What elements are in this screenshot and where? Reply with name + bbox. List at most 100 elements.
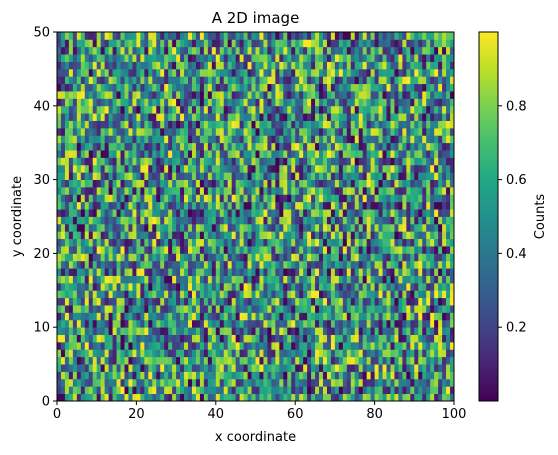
heatmap-cell <box>184 201 189 210</box>
heatmap-cell <box>307 260 312 269</box>
heatmap-cell <box>172 105 177 114</box>
heatmap-cell <box>398 157 403 166</box>
heatmap-cell <box>132 231 137 240</box>
heatmap-cell <box>231 61 237 70</box>
heatmap-cell <box>136 39 141 48</box>
heatmap-cell <box>68 356 74 365</box>
heatmap-cell <box>160 54 165 62</box>
heatmap-cell <box>219 238 225 247</box>
heatmap-cell <box>136 386 141 395</box>
heatmap-cell <box>299 238 304 247</box>
heatmap-cell <box>168 142 173 151</box>
heatmap-cell <box>378 91 383 99</box>
heatmap-cell <box>60 268 66 276</box>
heatmap-cell <box>219 164 225 173</box>
heatmap-cell <box>390 186 395 195</box>
heatmap-cell <box>160 349 165 358</box>
heatmap-cell <box>239 46 244 55</box>
heatmap-cell <box>446 268 451 276</box>
heatmap-cell <box>410 54 415 62</box>
heatmap-cell <box>382 290 387 299</box>
heatmap-cell <box>418 268 423 276</box>
heatmap-cell <box>346 238 352 247</box>
heatmap-cell <box>346 54 352 62</box>
heatmap-cell <box>188 246 193 254</box>
heatmap-cell <box>382 179 387 188</box>
heatmap-cell <box>386 54 391 62</box>
heatmap-cell <box>378 32 383 40</box>
heatmap-cell <box>172 356 177 365</box>
heatmap-cell <box>199 157 205 166</box>
heatmap-cell <box>116 39 121 48</box>
heatmap-cell <box>382 127 387 136</box>
heatmap-cell <box>76 105 82 114</box>
heatmap-cell <box>152 327 157 335</box>
heatmap-cell <box>299 246 304 254</box>
heatmap-cell <box>299 179 304 188</box>
heatmap-cell <box>295 216 300 225</box>
heatmap-cell <box>172 364 177 372</box>
heatmap-cell <box>148 68 153 77</box>
heatmap-cell <box>80 194 86 203</box>
heatmap-cell <box>338 356 344 365</box>
heatmap-cell <box>148 120 153 129</box>
heatmap-cell <box>92 83 98 92</box>
heatmap-cell <box>374 312 379 321</box>
heatmap-cell <box>223 76 229 85</box>
heatmap-cell <box>68 290 74 299</box>
heatmap-cell <box>267 393 272 402</box>
heatmap-cell <box>342 164 348 173</box>
heatmap-cell <box>354 120 360 129</box>
heatmap-cell <box>116 157 121 166</box>
heatmap-cell <box>160 305 165 313</box>
heatmap-cell <box>100 157 106 166</box>
heatmap-cell <box>180 393 185 402</box>
heatmap-cell <box>358 179 364 188</box>
heatmap-cell <box>267 135 272 144</box>
heatmap-cell <box>342 46 348 55</box>
heatmap-cell <box>307 223 312 232</box>
heatmap-cell <box>326 98 332 107</box>
heatmap-cell <box>160 39 165 48</box>
heatmap-cell <box>156 275 161 284</box>
heatmap-cell <box>259 83 264 92</box>
heatmap-cell <box>259 172 264 180</box>
heatmap-cell <box>239 142 244 151</box>
heatmap-cell <box>247 83 252 92</box>
heatmap-cell <box>191 349 197 358</box>
heatmap-cell <box>390 327 395 335</box>
heatmap-cell <box>295 305 300 313</box>
heatmap-cell <box>195 98 201 107</box>
heatmap-cell <box>195 290 201 299</box>
heatmap-cell <box>370 378 375 387</box>
heatmap-cell <box>116 305 121 313</box>
heatmap-cell <box>116 393 121 402</box>
heatmap-cell <box>211 364 217 372</box>
heatmap-cell <box>116 179 121 188</box>
heatmap-cell <box>172 253 177 262</box>
heatmap-cell <box>136 164 141 173</box>
heatmap-cell <box>140 246 145 254</box>
heatmap-cell <box>219 282 225 291</box>
heatmap-cell <box>172 179 177 188</box>
heatmap-cell <box>346 164 352 173</box>
heatmap-cell <box>259 349 264 358</box>
heatmap-cell <box>219 32 225 40</box>
heatmap-cell <box>203 386 209 395</box>
heatmap-cell <box>88 135 94 144</box>
heatmap-cell <box>60 319 66 328</box>
heatmap-cell <box>358 334 364 343</box>
heatmap-cell <box>227 61 233 70</box>
heatmap-cell <box>267 76 272 85</box>
heatmap-cell <box>60 312 66 321</box>
heatmap-cell <box>410 83 415 92</box>
heatmap-cell <box>259 312 264 321</box>
heatmap-cell <box>72 327 78 335</box>
heatmap-cell <box>307 371 312 380</box>
heatmap-cell <box>112 268 117 276</box>
heatmap-cell <box>394 231 399 240</box>
heatmap-cell <box>291 68 296 77</box>
heatmap-cell <box>148 209 153 217</box>
heatmap-cell <box>88 142 94 151</box>
heatmap-cell <box>271 179 276 188</box>
